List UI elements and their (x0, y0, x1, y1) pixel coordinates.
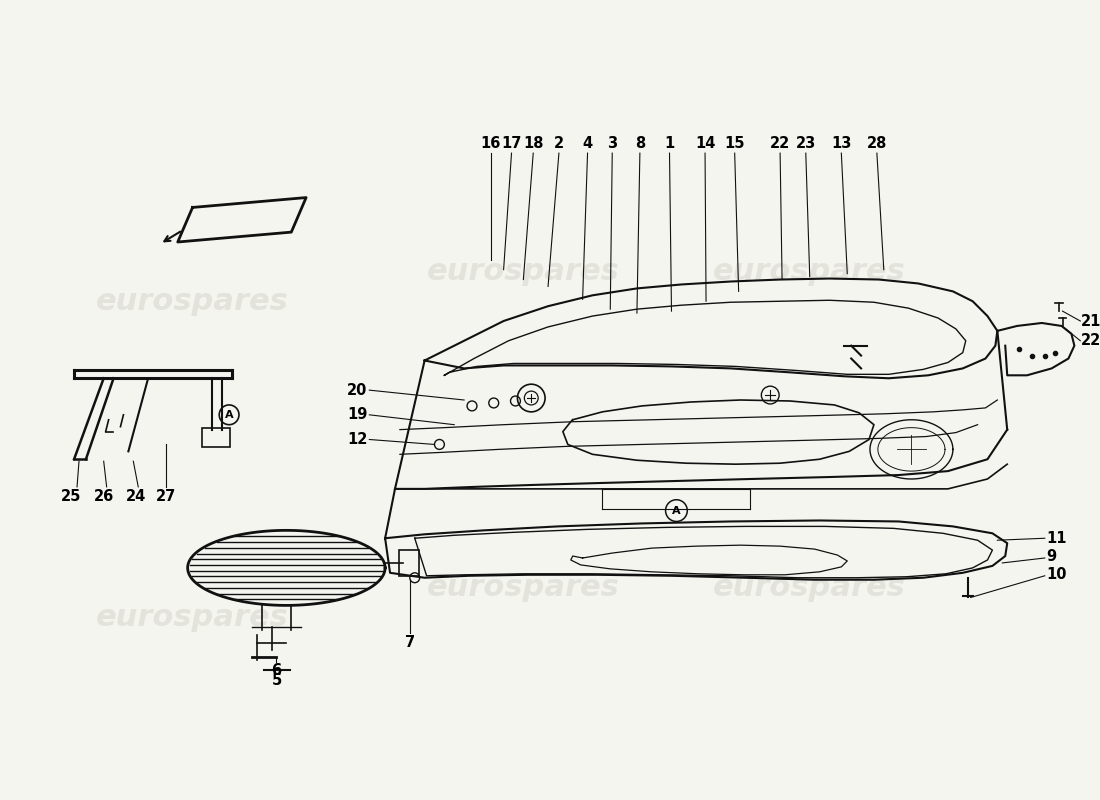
Text: 7: 7 (405, 635, 415, 650)
Text: 1: 1 (664, 136, 674, 151)
Text: A: A (224, 410, 233, 420)
Text: 14: 14 (695, 136, 715, 151)
Text: eurospares: eurospares (427, 257, 619, 286)
Bar (399, 550, 419, 576)
Text: 12: 12 (346, 432, 367, 447)
Text: eurospares: eurospares (96, 602, 289, 632)
Text: 2: 2 (553, 136, 564, 151)
Text: 22: 22 (770, 136, 790, 151)
Text: 19: 19 (346, 407, 367, 422)
Text: 24: 24 (126, 489, 146, 504)
Text: eurospares: eurospares (427, 573, 619, 602)
Text: 5: 5 (272, 673, 282, 687)
Bar (202, 428, 230, 447)
Text: 25: 25 (60, 489, 81, 504)
Text: 20: 20 (346, 382, 367, 398)
Text: 27: 27 (156, 489, 176, 504)
Text: 9: 9 (1047, 549, 1057, 563)
Text: 15: 15 (725, 136, 745, 151)
Text: 26: 26 (94, 489, 113, 504)
Text: 16: 16 (481, 136, 500, 151)
Text: 22: 22 (1081, 334, 1100, 348)
Text: 4: 4 (583, 136, 593, 151)
Text: eurospares: eurospares (96, 286, 289, 316)
Text: eurospares: eurospares (714, 573, 906, 602)
Text: 13: 13 (832, 136, 851, 151)
Text: 21: 21 (1081, 314, 1100, 329)
Text: 28: 28 (867, 136, 887, 151)
Text: 8: 8 (635, 136, 645, 151)
Text: 18: 18 (522, 136, 543, 151)
Text: 11: 11 (1047, 530, 1067, 546)
Text: 10: 10 (1047, 567, 1067, 582)
Text: 17: 17 (502, 136, 521, 151)
Text: A: A (672, 506, 681, 515)
Text: 3: 3 (607, 136, 617, 151)
Text: eurospares: eurospares (714, 257, 906, 286)
Text: 6: 6 (272, 662, 282, 678)
Text: 23: 23 (795, 136, 816, 151)
